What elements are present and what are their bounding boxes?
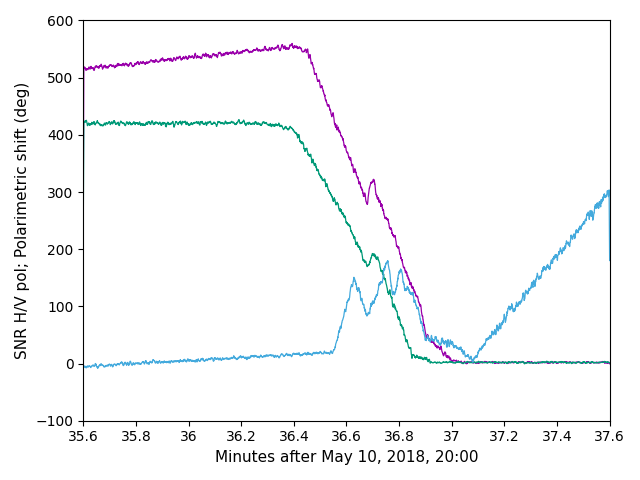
Y-axis label: SNR H/V pol; Polarimetric shift (deg): SNR H/V pol; Polarimetric shift (deg) <box>15 82 30 359</box>
X-axis label: Minutes after May 10, 2018, 20:00: Minutes after May 10, 2018, 20:00 <box>214 450 478 465</box>
